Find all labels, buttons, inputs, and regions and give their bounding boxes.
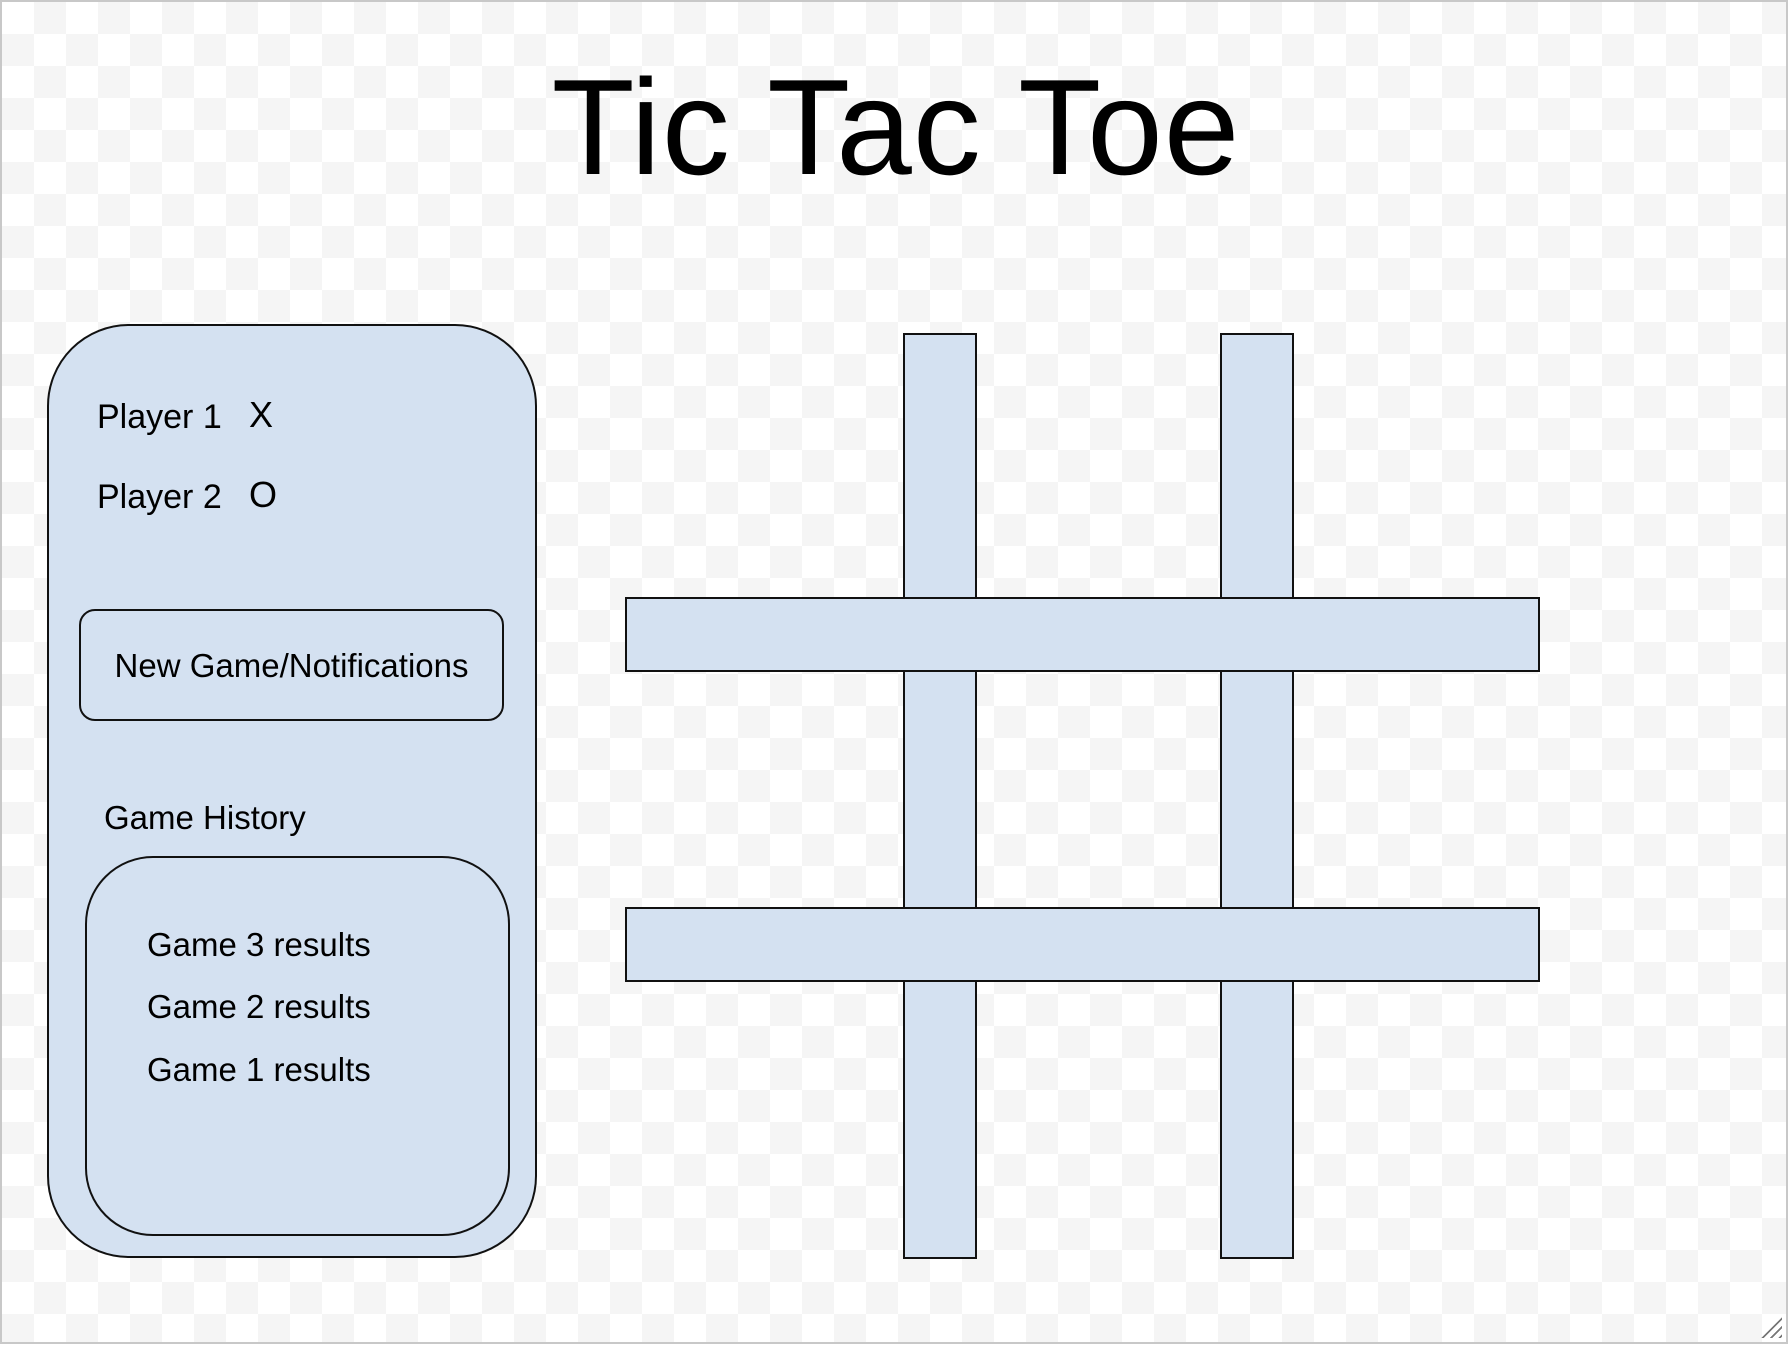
history-item[interactable]: Game 3 results — [147, 926, 371, 963]
history-item[interactable]: Game 1 results — [147, 1051, 371, 1088]
board-horizontal-bar-top — [625, 597, 1540, 672]
player-1-mark: X — [249, 394, 274, 435]
board-horizontal-bar-bottom — [625, 907, 1540, 982]
game-history-list: Game 3 results Game 2 results Game 1 res… — [85, 856, 510, 1236]
player-1-row: Player 1 X — [97, 394, 273, 437]
player-1-label: Player 1 — [97, 398, 222, 436]
page-title: Tic Tac Toe — [551, 51, 1241, 203]
player-2-mark: O — [249, 474, 278, 515]
board-vertical-bar-left — [903, 333, 977, 1259]
history-item[interactable]: Game 2 results — [147, 988, 371, 1025]
game-history-heading: Game History — [104, 799, 306, 836]
sidebar-panel: Player 1 X Player 2 O New Game/Notificat… — [47, 324, 537, 1258]
player-2-label: Player 2 — [97, 478, 222, 516]
new-game-button[interactable]: New Game/Notifications — [79, 609, 504, 721]
board-vertical-bar-right — [1220, 333, 1294, 1259]
player-2-row: Player 2 O — [97, 474, 277, 517]
